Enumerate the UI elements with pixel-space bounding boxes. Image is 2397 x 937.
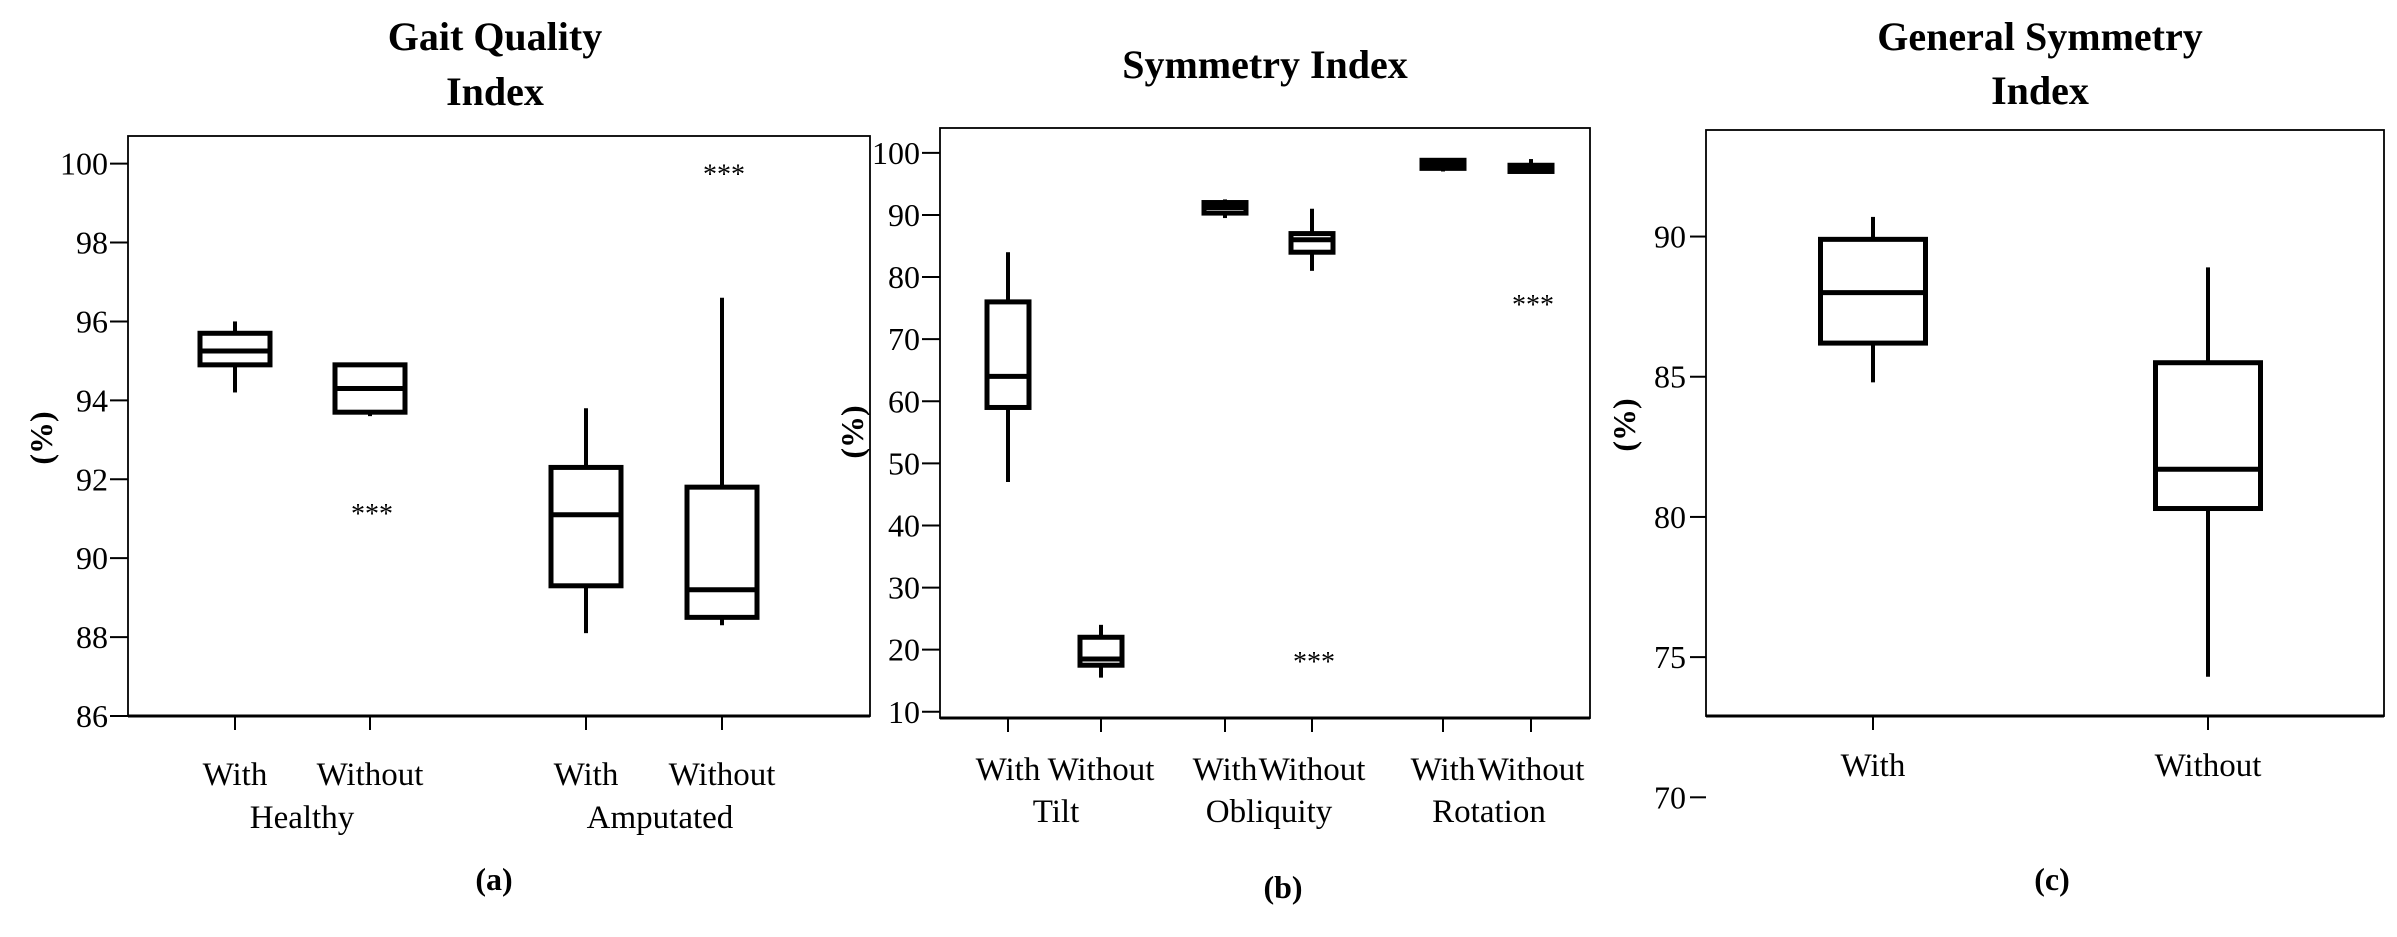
panel-c-y-tick-label-80: 80 (1654, 499, 1686, 535)
panel-c-box-1-category-label: With (1841, 748, 1906, 784)
panel-b-y-axis-label: (%) (834, 405, 870, 458)
panel-b-box-4-outlier-1: *** (1293, 647, 1335, 678)
panel-b-group-label-tilt: Tilt (1033, 794, 1080, 830)
panel-a-box-4-iqr-rect (684, 484, 760, 620)
panel-a-y-tick-label-98: 98 (76, 225, 108, 261)
panel-a-box-3-category-label: With (554, 757, 619, 793)
panel-a-box-4-outlier-1: *** (703, 160, 745, 191)
panel-b-y-tick-label-50: 50 (888, 445, 920, 481)
panel-b-y-tick-label-30: 30 (888, 570, 920, 606)
panel-a-y-tick-label-96: 96 (76, 303, 108, 339)
panel-b-box-5-category-label: With (1411, 752, 1476, 788)
panel-b-title: Symmetry Index (1122, 42, 1408, 87)
panel-b-box-3-category-label: With (1193, 752, 1258, 788)
panel-a-group-label-amputated: Amputated (587, 800, 734, 836)
panel-a-box-1-category-label: With (203, 757, 268, 793)
panel-a-box-3-iqr-rect (548, 464, 624, 589)
panel-b-y-tick-label-80: 80 (888, 259, 920, 295)
panel-b-box-4-iqr-rect (1288, 231, 1336, 255)
panel-c-y-tick-label-90: 90 (1654, 219, 1686, 255)
panel-a-group-label-healthy: Healthy (250, 800, 355, 836)
panel-b-y-tick-label-100: 100 (872, 135, 920, 171)
panel-b-box-1-category-label: With (976, 752, 1041, 788)
panel-a-y-axis-label: (%) (23, 411, 59, 464)
panel-c-title-line-1: General Symmetry (1877, 14, 2202, 59)
panel-b-y-tick-label-40: 40 (888, 507, 920, 543)
panel-general-symmetry-index: General Symmetry Index (%) (c) 70 75 80 85 9… (1606, 14, 2385, 897)
panel-a-title-line-1: Gait Quality (388, 14, 602, 59)
panel-c-y-axis-label: (%) (1606, 398, 1642, 451)
panel-a-y-tick-label-90: 90 (76, 540, 108, 576)
panel-a-y-tick-label-100: 100 (60, 146, 108, 182)
panel-b-group-label-rotation: Rotation (1432, 794, 1546, 830)
panel-c-box-2-iqr-rect (2153, 360, 2263, 512)
panel-b-box-1-iqr-rect (984, 299, 1032, 410)
panel-c-y-tick-label-70: 70 (1654, 779, 1686, 815)
panel-c-y-tick-label-75: 75 (1654, 639, 1686, 675)
panel-b-y-tick-label-70: 70 (888, 321, 920, 357)
panel-gait-quality-index: Gait Quality Index (%) (a) 86 88 90 92 94 96 9… (23, 14, 871, 897)
panel-a-box-4-category-label: Without (669, 757, 776, 793)
panel-a-y-tick-label-88: 88 (76, 619, 108, 655)
panel-a-title-line-2: Index (446, 69, 544, 114)
panel-c-title-line-2: Index (1991, 68, 2089, 113)
panel-a-box-2-category-label: Without (317, 757, 424, 793)
panel-a-y-tick-label-92: 92 (76, 461, 108, 497)
panel-b-plot-frame (939, 127, 1591, 719)
panel-c-y-tick-label-85: 85 (1654, 359, 1686, 395)
panel-a-y-tick-label-86: 86 (76, 698, 108, 734)
panel-b-box-4-category-label: Without (1259, 752, 1366, 788)
panel-b-y-tick-label-20: 20 (888, 632, 920, 668)
panel-c-marks: 70 75 80 85 90 With Without (1654, 129, 2385, 815)
panel-a-plot-frame (127, 135, 871, 717)
panel-b-y-tick-label-90: 90 (888, 197, 920, 233)
panel-a-box-2-outlier-1: *** (351, 499, 393, 530)
panel-b-y-tick-label-60: 60 (888, 383, 920, 419)
panel-b-caption: (b) (1263, 869, 1302, 905)
panel-a-caption: (a) (475, 861, 512, 897)
panel-c-plot-frame (1705, 129, 2385, 717)
panel-b-box-2-category-label: Without (1048, 752, 1155, 788)
panel-c-caption: (c) (2034, 861, 2070, 897)
panel-b-box-6-outlier-1: *** (1512, 290, 1554, 321)
panel-symmetry-index: Symmetry Index (%) (b) 10 20 30 40 50 60 70 80 9… (834, 42, 1591, 905)
panel-a-y-tick-label-94: 94 (76, 382, 108, 418)
panel-b-y-tick-label-10: 10 (888, 694, 920, 730)
panel-a-marks: 86 88 90 92 94 96 98 100 With *** Without With *** Wi… (60, 135, 871, 836)
panel-b-box-6-category-label: Without (1478, 752, 1585, 788)
panel-b-group-label-obliquity: Obliquity (1206, 794, 1333, 830)
panel-c-box-2-category-label: Without (2155, 748, 2262, 784)
